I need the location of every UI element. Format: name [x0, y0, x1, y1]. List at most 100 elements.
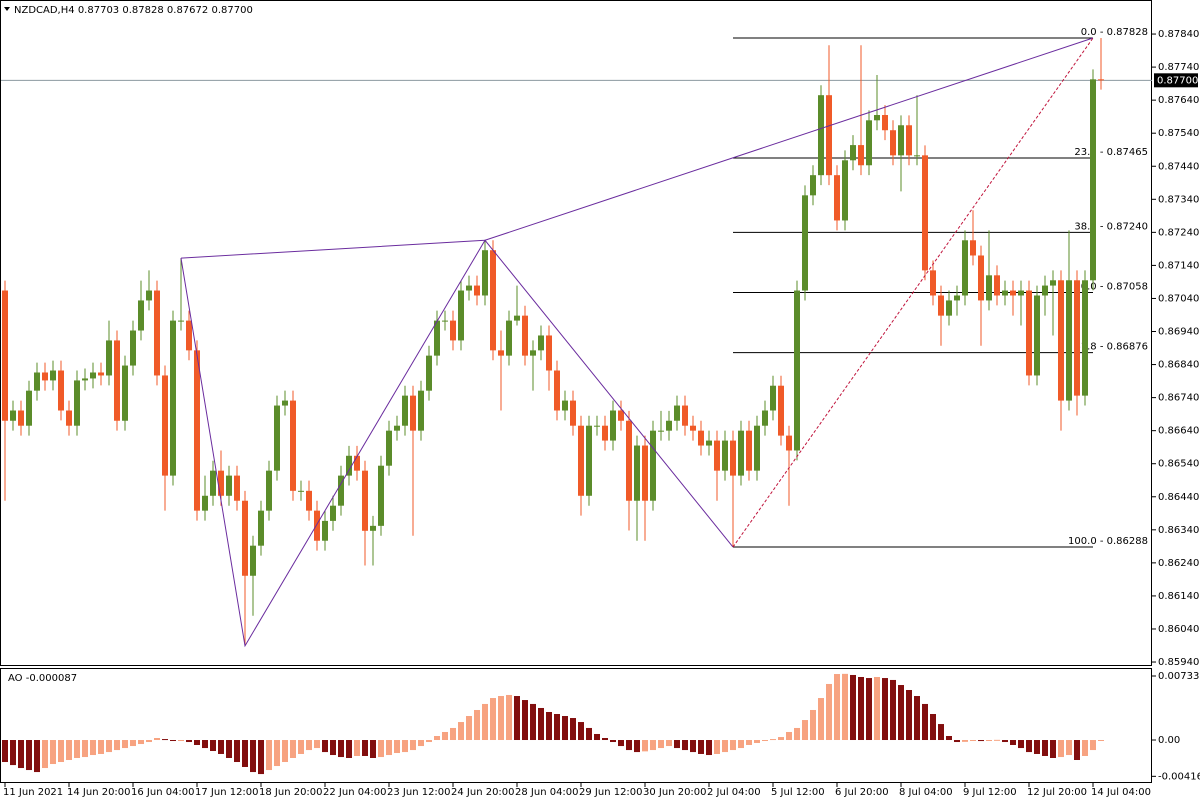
ao-bar: [298, 740, 304, 754]
ao-bar: [586, 727, 592, 741]
y-tick-label: 0.86940: [1158, 327, 1199, 338]
y-tick-label: 0.87840: [1158, 29, 1199, 40]
menu-arrow[interactable]: [4, 7, 10, 11]
ao-bar: [738, 740, 744, 749]
ao-bar: [226, 740, 232, 758]
ao-bar: [1058, 740, 1064, 758]
candle-body: [994, 275, 1000, 296]
x-tick-label: 6 Jul 20:00: [835, 787, 889, 798]
candle-body: [354, 455, 360, 471]
y-tick-label: -0.004161: [1158, 771, 1200, 782]
x-tick-label: 12 Jul 20:00: [1027, 787, 1087, 798]
ao-bar: [18, 740, 24, 769]
candle-body: [282, 400, 288, 406]
y-tick-label: 0.87740: [1158, 62, 1199, 73]
ao-bar: [450, 727, 456, 741]
ao-bar: [554, 714, 560, 741]
ao-bar: [1098, 740, 1104, 742]
y-tick-label: 0.86540: [1158, 459, 1199, 470]
candle-body: [290, 400, 296, 491]
candle-body: [930, 270, 936, 296]
ao-bar: [114, 740, 120, 751]
ao-bar: [834, 674, 840, 741]
candle-body: [538, 335, 544, 351]
ao-bar: [458, 722, 464, 741]
candle-body: [522, 315, 528, 356]
y-tick-label: 0.87340: [1158, 194, 1199, 205]
y-tick-label: 0.87040: [1158, 293, 1199, 304]
candle-body: [690, 425, 696, 431]
ao-bar: [970, 740, 976, 742]
candle-body: [722, 440, 728, 471]
ao-bar: [682, 740, 688, 751]
symbol: NZDCAD,H4: [14, 5, 75, 16]
ao-bar: [858, 676, 864, 741]
ao-bar: [106, 740, 112, 753]
price-label: 0.87700: [1157, 75, 1198, 86]
ao-bar: [722, 740, 728, 753]
candle-body: [514, 315, 520, 321]
candle-body: [530, 350, 536, 356]
y-tick-label: 0.86640: [1158, 426, 1199, 437]
candle-body: [170, 320, 176, 476]
ao-bar: [1082, 740, 1088, 756]
candle-body: [218, 470, 224, 496]
candle-body: [818, 95, 824, 176]
price-box: [1154, 73, 1198, 88]
ao-bar: [602, 738, 608, 741]
candle-body: [162, 375, 168, 476]
ao-bar: [778, 737, 784, 741]
ao-bar: [1090, 740, 1096, 751]
candle-body: [746, 430, 752, 471]
candle-body: [26, 390, 32, 426]
candle-body: [234, 475, 240, 501]
candle-body: [650, 430, 656, 501]
candle-body: [954, 295, 960, 301]
candle-body: [330, 505, 336, 521]
ao-bar: [810, 709, 816, 741]
candle-body: [42, 372, 48, 381]
candle-body: [578, 425, 584, 496]
y-tick-label: 0.87540: [1158, 128, 1199, 139]
y-tick-label: 0.86840: [1158, 360, 1199, 371]
ao-bar: [314, 740, 320, 749]
candle-body: [434, 320, 440, 356]
ao-bar: [482, 703, 488, 741]
ao-bar: [986, 740, 992, 742]
candle-body: [1042, 285, 1048, 296]
x-tick-label: 2 Jul 04:00: [707, 787, 761, 798]
ao-bar: [218, 740, 224, 754]
candle-body: [762, 410, 768, 426]
candle-body: [362, 470, 368, 531]
candle-body: [482, 250, 488, 296]
ao-bar: [170, 740, 176, 742]
fib-label: 0.0 - 0.87828: [1081, 27, 1148, 38]
x-tick-label: 24 Jun 20:00: [451, 787, 515, 798]
ao-bar: [794, 727, 800, 741]
ao-bar: [154, 738, 160, 741]
fib-label: 38.2 - 0.87240: [1074, 221, 1148, 232]
candle-body: [754, 425, 760, 471]
zigzag-line: [180, 239, 734, 648]
ao-bar: [242, 740, 248, 767]
candle-body: [1026, 290, 1032, 376]
candle-body: [418, 390, 424, 431]
ao-bar: [754, 740, 760, 743]
candle-body: [1058, 280, 1064, 401]
ao-bar: [1002, 740, 1008, 743]
ao-bar: [82, 740, 88, 758]
candle-body: [986, 275, 992, 301]
ao-bar: [266, 740, 272, 771]
candle-body: [882, 115, 888, 131]
y-tick-label: 0.86440: [1158, 492, 1199, 503]
ao-bar: [274, 740, 280, 767]
ao-bar: [90, 740, 96, 756]
candle-body: [402, 395, 408, 426]
candle-body: [914, 155, 920, 157]
candle-body: [738, 430, 744, 476]
y-tick-label: 0.00: [1158, 735, 1180, 746]
ao-bar: [642, 740, 648, 752]
open: 0.87703: [78, 5, 119, 16]
candle-body: [202, 495, 208, 511]
candle-body: [226, 475, 232, 496]
